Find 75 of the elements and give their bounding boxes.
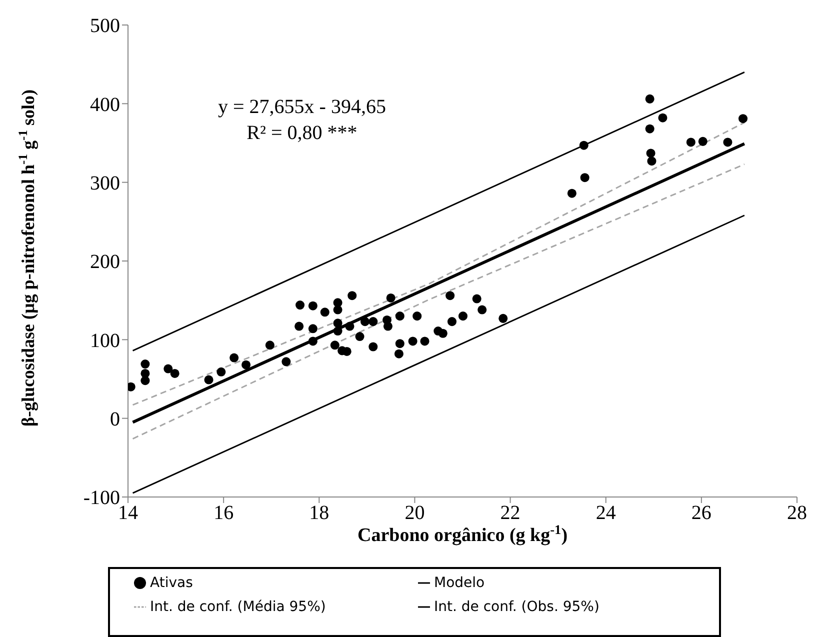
y-tick-label: 0 [110,408,120,430]
point [230,353,239,362]
point [395,312,404,321]
y-tick-label: -100 [83,487,120,510]
point [698,136,708,146]
point [204,375,214,384]
point [294,322,304,331]
point [345,322,354,331]
point [308,324,318,334]
point [645,124,654,134]
point [308,336,318,346]
point [170,368,180,378]
point [738,114,748,124]
point [368,342,378,352]
point [282,357,291,366]
point [395,339,404,348]
point [646,148,656,158]
point [242,360,251,370]
point [579,140,588,150]
point [216,367,226,376]
point [320,308,330,317]
point [658,113,668,122]
point [296,300,305,310]
x-tick-label: 18 [309,502,330,524]
legend-label: Int. de conf. (Obs. 95%) [434,599,600,615]
x-axis-title: Carbono orgânico (g kg$^{-1}$) [357,522,568,546]
y-tick-label: 100 [90,330,120,352]
point [580,173,590,182]
point [333,305,342,314]
x-tick-label: 16 [214,502,234,524]
y-tick-label: 300 [90,172,120,194]
x-tick-label: 14 [118,502,138,524]
point [723,138,732,147]
y-tick-label: 400 [90,94,120,116]
point [438,328,448,338]
point [478,305,487,314]
point [333,318,342,328]
point [360,317,370,326]
point [408,336,418,346]
point [265,340,274,350]
x-tick-label: 26 [691,502,712,524]
annotation: y = 27,655x - 394,65 [218,95,386,120]
point [164,364,173,374]
point [446,291,455,300]
point [140,376,150,386]
x-tick-label: 22 [500,502,520,524]
annotation: R² = 0,80 *** [246,121,358,146]
y-tick-label: 200 [90,251,120,274]
legend-label: Modelo [434,575,485,591]
point [458,312,468,321]
y-tick-label: 500 [90,15,120,38]
point [645,94,654,104]
point [333,326,342,336]
x-tick-label: 28 [787,502,807,524]
point [140,360,150,369]
x-tick-label: 24 [596,502,616,524]
point [420,336,430,346]
point [567,188,576,198]
point [412,312,422,321]
point [330,340,340,350]
point [368,317,378,326]
point [447,317,456,326]
point [394,349,404,358]
point [348,291,357,300]
point [386,293,396,302]
point [355,332,364,342]
legend-label: Int. de conf. (Média 95%) [150,599,326,615]
point [498,314,508,323]
legend-label: Ativas [150,575,193,591]
point [647,156,656,166]
point [308,301,318,310]
point [686,138,696,147]
x-tick-label: 20 [404,502,425,524]
point [472,294,482,304]
point [383,322,392,331]
